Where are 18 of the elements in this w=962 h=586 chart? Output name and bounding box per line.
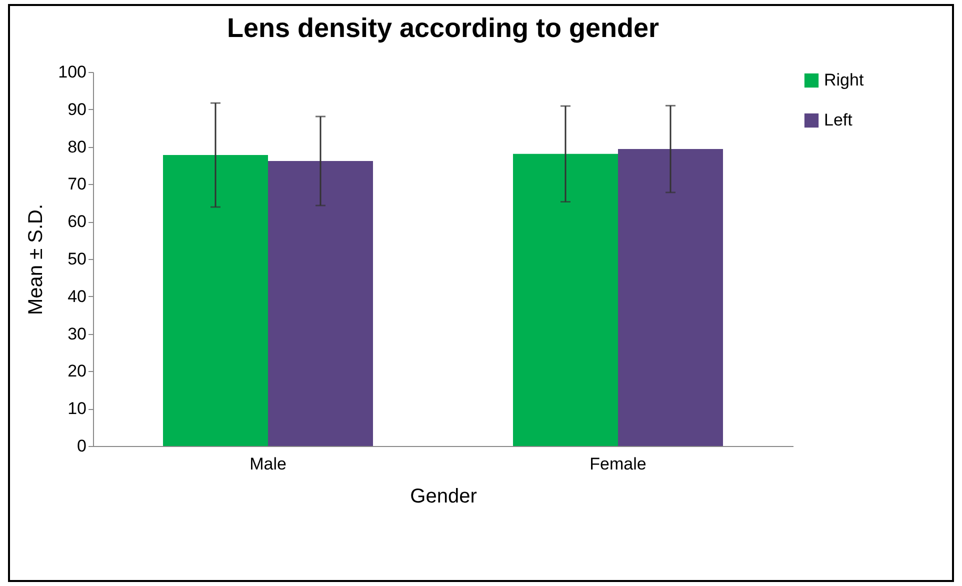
y-tick-label: 10 — [68, 399, 86, 418]
y-tick-label: 20 — [68, 362, 86, 381]
y-tick-label: 30 — [68, 324, 86, 344]
y-axis-title: Mean ± S.D. — [25, 204, 48, 316]
x-tick-label: Female — [590, 454, 646, 474]
y-tick-label: 70 — [68, 174, 86, 194]
chart-title: Lens density according to gender — [226, 13, 660, 43]
y-tick-label: 0 — [77, 436, 86, 456]
x-tick-label: Male — [250, 454, 286, 474]
x-axis-title: Gender — [410, 486, 478, 508]
legend-label: Left — [824, 110, 853, 130]
y-tick-label: 90 — [68, 100, 86, 119]
y-tick-label: 50 — [68, 250, 86, 268]
y-tick-label: 40 — [68, 286, 86, 306]
y-tick-label: 80 — [68, 137, 86, 156]
legend-label: Right — [824, 70, 864, 90]
y-tick-label: 60 — [68, 212, 86, 232]
y-tick-label: 100 — [58, 62, 86, 82]
